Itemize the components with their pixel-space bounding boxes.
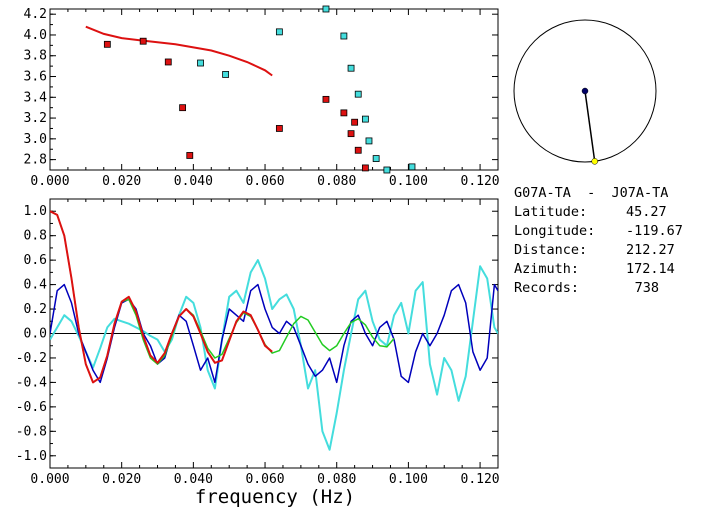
x-tick-label: 0.080 (317, 174, 356, 189)
y-tick-label: -0.8 (16, 424, 47, 439)
y-tick-label: 1.0 (24, 204, 47, 219)
x-tick-label: 0.040 (174, 472, 213, 487)
dispersion-curve (85, 25, 273, 77)
x-tick-label: 0.120 (461, 174, 500, 189)
cyan-point (340, 32, 348, 40)
red-point (103, 40, 111, 48)
y-tick-label: 3.2 (24, 111, 47, 126)
target-dot (591, 158, 598, 165)
y-tick-label: -0.6 (16, 400, 47, 415)
coherency-plot: 0.000 0.020 0.040 0.060 0.080 0.100 0.120 1.0 0.… (16, 198, 500, 487)
cyan-point (361, 115, 369, 123)
x-tick-label: 0.080 (317, 472, 356, 487)
station-info-panel: G07A-TA - J07A-TA Latitude: 45.27 Longitud… (514, 184, 699, 298)
cyan-point (372, 155, 380, 162)
y-tick-label: -0.2 (16, 351, 47, 366)
cyan-point (354, 90, 362, 98)
dispersion-plot: 0.000 0.020 0.040 0.060 0.080 0.100 0.120 2.8 3.… (24, 5, 500, 189)
red-point (275, 125, 283, 132)
info-value: 212.27 (626, 242, 675, 258)
info-value: 172.14 (626, 261, 675, 277)
cyan-point (275, 28, 283, 36)
info-row: Distance: 212.27 (514, 241, 699, 260)
y-tick-label: 3.8 (24, 49, 47, 64)
y-tick-label: 0.4 (24, 278, 48, 293)
x-tick-label: 0.100 (389, 472, 428, 487)
red-point (340, 109, 348, 117)
cyan-point (408, 163, 416, 171)
x-tick-label: 0.100 (389, 174, 428, 189)
y-tick-label: -1.0 (16, 449, 47, 464)
y-tick-label: 2.8 (24, 153, 47, 168)
info-label: Distance: (514, 242, 588, 258)
station-pair-title: G07A-TA - J07A-TA (514, 185, 669, 201)
x-tick-label: 0.000 (30, 174, 69, 189)
y-tick-label: 3.4 (24, 90, 48, 105)
y-tick-label: 0.6 (24, 253, 47, 268)
red-point (179, 104, 187, 112)
y-tick-label: 3.0 (24, 132, 47, 147)
red-series-line (50, 210, 273, 384)
plot-frame (49, 8, 499, 171)
red-point (186, 152, 194, 159)
info-row: Azimuth: 172.14 (514, 260, 699, 279)
y-tick-label: -0.4 (16, 375, 47, 390)
cyan-point (383, 166, 391, 174)
red-point (164, 58, 172, 66)
cyan-point (222, 71, 230, 78)
x-axis-label: frequency (Hz) (195, 486, 355, 508)
station-dot (581, 87, 589, 95)
info-row: Latitude: 45.27 (514, 203, 699, 222)
compass-circle (513, 19, 657, 163)
y-tick-label: 4.0 (24, 28, 47, 43)
cyan-point (365, 137, 373, 145)
red-point (139, 37, 147, 45)
info-label: Longitude: (514, 223, 596, 239)
info-label: Records: (514, 280, 580, 296)
info-value: 738 (634, 280, 659, 296)
info-label: Latitude: (514, 204, 588, 220)
y-tick-label: 0.0 (24, 327, 47, 342)
cyan-point (197, 59, 204, 67)
x-tick-label: 0.060 (245, 174, 284, 189)
azimuth-line (584, 90, 596, 162)
red-point (361, 164, 369, 172)
y-tick-label: 4.2 (24, 7, 47, 22)
cyan-series-line (50, 259, 498, 451)
cyan-point (347, 64, 355, 72)
x-tick-label: 0.120 (461, 472, 500, 487)
x-tick-label: 0.060 (245, 472, 284, 487)
red-point (347, 130, 355, 138)
y-tick-label: 3.6 (24, 70, 47, 85)
y-tick-label: 0.2 (24, 302, 47, 317)
y-tick-label: 0.8 (24, 229, 47, 244)
azimuth-compass (513, 19, 657, 165)
red-point (354, 146, 362, 154)
info-row: Longitude: -119.67 (514, 222, 699, 241)
x-tick-label: 0.020 (102, 472, 141, 487)
red-point (351, 118, 359, 126)
info-label: Azimuth: (514, 261, 580, 277)
cyan-point (322, 5, 330, 13)
info-value: 45.27 (626, 204, 667, 220)
x-tick-label: 0.040 (174, 174, 213, 189)
x-tick-label: 0.000 (30, 472, 69, 487)
x-tick-label: 0.020 (102, 174, 141, 189)
red-point (322, 95, 330, 103)
info-value: -119.67 (626, 223, 683, 239)
info-row: Records: 738 (514, 279, 699, 298)
